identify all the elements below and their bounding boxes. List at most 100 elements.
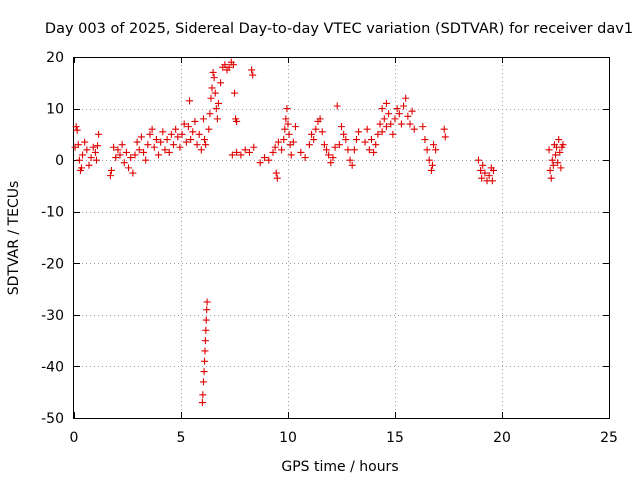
data-point [116, 151, 124, 159]
data-point [83, 146, 91, 154]
data-point [89, 143, 97, 151]
x-tick-labels: 0 5 10 15 20 25 [70, 430, 618, 446]
data-point [291, 123, 299, 131]
y-tick-label: -40 [41, 359, 64, 375]
data-point [75, 156, 83, 164]
data-point [474, 156, 482, 164]
data-point [280, 136, 288, 144]
data-point [131, 151, 139, 159]
data-point [361, 138, 369, 146]
data-point [485, 172, 493, 180]
data-point [278, 146, 286, 154]
data-point [346, 156, 354, 164]
y-tick-labels: -50 -40 -30 -20 -10 0 10 20 [41, 50, 64, 427]
data-point [74, 141, 82, 149]
data-point [260, 154, 268, 162]
data-point [363, 125, 371, 133]
data-point [205, 125, 213, 133]
data-point [305, 141, 313, 149]
data-point [195, 130, 203, 138]
data-point [348, 161, 356, 169]
data-point [273, 174, 281, 182]
chart-title: Day 003 of 2025, Sidereal Day-to-day VTE… [45, 21, 633, 37]
data-point [355, 128, 363, 136]
data-point [378, 105, 386, 113]
data-point [320, 141, 328, 149]
data-point [201, 357, 209, 365]
data-point [545, 146, 553, 154]
data-point [308, 130, 316, 138]
data-point [137, 133, 145, 141]
data-point [120, 159, 128, 167]
data-point [395, 110, 403, 118]
data-point [406, 120, 414, 128]
data-point [404, 112, 412, 120]
data-point [217, 79, 225, 87]
data-point [282, 115, 290, 123]
x-tick-label: 25 [600, 430, 618, 446]
data-point [199, 378, 207, 386]
x-tick-label: 15 [386, 430, 404, 446]
data-point [549, 161, 557, 169]
data-point [91, 148, 99, 156]
data-point [193, 141, 201, 149]
data-point [148, 125, 156, 133]
data-point [92, 156, 100, 164]
data-point [133, 138, 141, 146]
data-point [310, 136, 318, 144]
data-point [556, 148, 564, 156]
data-point [289, 138, 297, 146]
data-point [163, 136, 171, 144]
data-point [221, 61, 229, 69]
data-point [382, 123, 390, 131]
data-point [385, 110, 393, 118]
data-point [555, 136, 563, 144]
data-point [331, 143, 339, 151]
data-point [274, 138, 282, 146]
data-point [206, 110, 214, 118]
data-point [180, 120, 188, 128]
data-point [187, 136, 195, 144]
data-point [150, 143, 158, 151]
data-point [161, 146, 169, 154]
data-point [144, 141, 152, 149]
data-point [316, 115, 324, 123]
data-point [374, 130, 382, 138]
data-point [329, 154, 337, 162]
data-point [287, 151, 295, 159]
data-point [203, 298, 211, 306]
data-point [323, 146, 331, 154]
data-point [142, 156, 150, 164]
data-point [184, 123, 192, 131]
data-point [165, 148, 173, 156]
data-point [129, 169, 137, 177]
data-point [338, 123, 345, 131]
data-point [559, 141, 567, 149]
data-point [208, 84, 216, 92]
y-tick-label: 0 [55, 153, 64, 169]
data-point [318, 128, 326, 136]
data-point [402, 94, 410, 102]
data-point [387, 120, 395, 128]
data-point [201, 337, 209, 345]
data-point [552, 151, 559, 159]
data-point [400, 102, 408, 110]
data-point [125, 164, 133, 172]
x-tick-label: 5 [177, 430, 186, 446]
data-point [478, 174, 486, 182]
data-point [112, 154, 120, 162]
data-point [312, 125, 320, 133]
data-point [79, 151, 87, 159]
data-point [155, 151, 163, 159]
data-point [182, 138, 190, 146]
data-point [391, 115, 399, 123]
data-point [211, 89, 219, 97]
data-point [127, 154, 135, 162]
data-point [428, 161, 436, 169]
data-point [176, 143, 184, 151]
data-point [344, 146, 352, 154]
data-point [191, 117, 199, 125]
data-point [335, 141, 343, 149]
data-point [72, 123, 80, 131]
data-point [241, 146, 249, 154]
